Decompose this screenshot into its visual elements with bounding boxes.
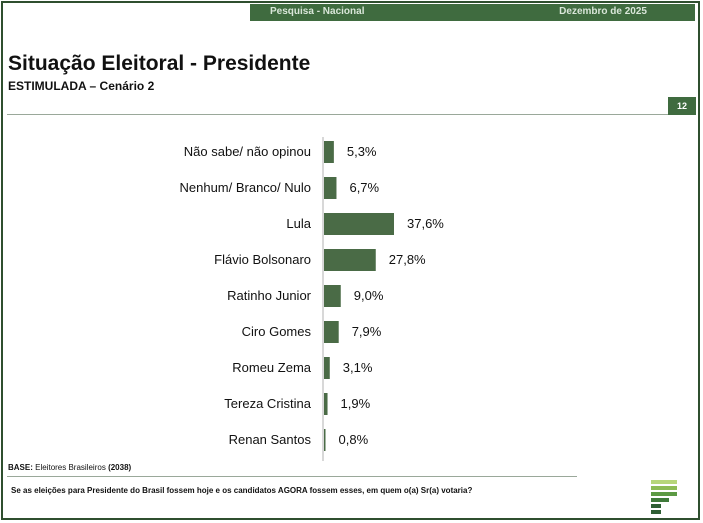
bar	[324, 249, 376, 271]
category-label: Ratinho Junior	[227, 288, 311, 303]
bar	[324, 213, 394, 235]
bar	[324, 429, 326, 451]
logo-stripe	[651, 480, 677, 484]
base-text: Eleitores Brasileiros	[35, 463, 106, 472]
category-label: Renan Santos	[229, 432, 312, 447]
value-label: 1,9%	[341, 396, 371, 411]
value-label: 5,3%	[347, 144, 377, 159]
footer-divider	[7, 476, 577, 477]
category-label: Tereza Cristina	[224, 396, 311, 411]
bar	[324, 285, 341, 307]
value-label: 6,7%	[349, 180, 379, 195]
header-bar: Pesquisa - Nacional Dezembro de 2025	[250, 4, 695, 21]
logo-stripe	[651, 510, 661, 514]
category-label: Não sabe/ não opinou	[184, 144, 311, 159]
logo-stripe	[651, 498, 669, 502]
base-count: (2038)	[108, 463, 132, 472]
title-divider	[7, 114, 668, 115]
value-label: 7,9%	[352, 324, 382, 339]
bar	[324, 321, 339, 343]
category-label: Ciro Gomes	[242, 324, 312, 339]
bar	[324, 357, 330, 379]
logo-stripe	[651, 492, 677, 496]
bar-chart: Não sabe/ não opinou 5,3% Nenhum/ Branco/ …	[179, 137, 444, 461]
logo-stripe	[651, 504, 661, 508]
value-label: 27,8%	[389, 252, 426, 267]
logo-stripe	[651, 486, 677, 490]
header-survey-label: Pesquisa - Nacional	[270, 6, 365, 17]
base-label: BASE:	[8, 463, 33, 472]
page-number: 12	[668, 97, 696, 115]
value-label: 0,8%	[339, 432, 369, 447]
category-label: Romeu Zema	[232, 360, 312, 375]
header-date-label: Dezembro de 2025	[559, 6, 647, 17]
category-label: Lula	[286, 216, 311, 231]
bar	[324, 177, 337, 199]
logo-icon	[651, 480, 677, 514]
bar	[324, 141, 334, 163]
bar	[324, 393, 328, 415]
page-title: Situação Eleitoral - Presidente	[8, 52, 311, 75]
category-label: Nenhum/ Branco/ Nulo	[179, 180, 311, 195]
value-label: 37,6%	[407, 216, 444, 231]
category-label: Flávio Bolsonaro	[214, 252, 311, 267]
value-label: 9,0%	[354, 288, 384, 303]
base-note: BASE: Eleitores Brasileiros (2038)	[8, 463, 131, 472]
value-label: 3,1%	[343, 360, 373, 375]
survey-question: Se as eleições para Presidente do Brasil…	[11, 486, 473, 495]
page-subtitle: ESTIMULADA – Cenário 2	[8, 79, 155, 93]
